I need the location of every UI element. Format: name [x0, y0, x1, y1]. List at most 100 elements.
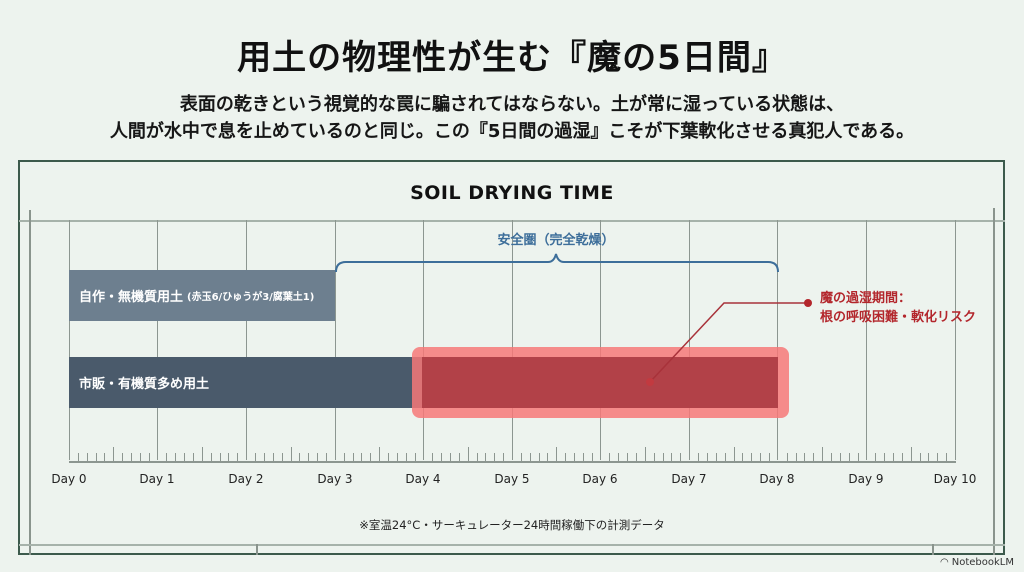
minor-tick	[928, 453, 930, 461]
chart-title: SOIL DRYING TIME	[410, 182, 614, 204]
bar-inorganic-sublabel: (赤玉6/ひゅうが3/腐葉土1)	[187, 292, 315, 303]
minor-tick	[565, 453, 567, 461]
minor-tick	[263, 453, 265, 461]
minor-tick	[184, 453, 186, 461]
minor-tick	[361, 453, 363, 461]
subtitle-line-1: 表面の乾きという視覚的な罠に騙されてはならない。土が常に湿っている状態は、	[179, 94, 845, 115]
minor-tick	[104, 453, 106, 461]
brand-label: NotebookLM	[951, 557, 1014, 568]
minor-tick	[901, 453, 903, 461]
x-axis	[69, 461, 956, 463]
minor-tick	[281, 453, 283, 461]
minor-tick	[467, 447, 469, 461]
grid-line-day-2	[246, 220, 248, 460]
minor-tick	[193, 453, 195, 461]
minor-tick	[627, 453, 629, 461]
minor-tick	[148, 453, 150, 461]
minor-tick	[175, 453, 177, 461]
subtitle-line-2: 人間が水中で息を止めているのと同じ。この『5日間の過湿』こそが下葉軟化させる真犯…	[109, 121, 915, 142]
danger-annotation-line-1: 魔の過湿期間：	[820, 291, 912, 306]
minor-tick	[680, 453, 682, 461]
minor-tick	[219, 453, 221, 461]
notebooklm-logo-icon: ◠	[940, 557, 949, 568]
bottom-divider-left	[256, 544, 258, 555]
minor-tick	[476, 453, 478, 461]
minor-tick	[910, 447, 912, 461]
minor-tick	[547, 453, 549, 461]
minor-tick	[449, 453, 451, 461]
danger-zone-core	[422, 357, 778, 408]
x-tick-label: Day 6	[582, 472, 618, 486]
minor-tick	[432, 453, 434, 461]
minor-tick	[795, 453, 797, 461]
minor-tick	[370, 453, 372, 461]
minor-tick	[131, 453, 133, 461]
minor-tick	[804, 453, 806, 461]
minor-tick	[237, 453, 239, 461]
minor-tick	[317, 453, 319, 461]
x-tick-label: Day 5	[494, 472, 530, 486]
minor-tick	[919, 453, 921, 461]
minor-tick	[299, 453, 301, 461]
minor-tick	[724, 453, 726, 461]
right-inner-rule	[993, 208, 995, 555]
grid-line-day-5	[512, 220, 514, 460]
brand-watermark: ◠ NotebookLM	[940, 557, 1014, 568]
left-inner-rule	[29, 210, 31, 555]
bottom-divider-right	[932, 544, 934, 555]
minor-tick	[494, 453, 496, 461]
x-tick-label: Day 7	[671, 472, 707, 486]
minor-tick	[520, 453, 522, 461]
minor-tick	[538, 453, 540, 461]
x-tick-label: Day 2	[228, 472, 264, 486]
grid-line-day-6	[600, 220, 602, 460]
minor-tick	[830, 453, 832, 461]
minor-tick	[272, 453, 274, 461]
minor-tick	[706, 453, 708, 461]
minor-tick	[343, 453, 345, 461]
grid-line-day-9	[866, 220, 868, 460]
bottom-inner-rule	[19, 544, 1005, 546]
minor-tick	[742, 453, 744, 461]
page-title: 用土の物理性が生む『魔の5日間』	[237, 38, 787, 78]
minor-tick	[582, 453, 584, 461]
minor-tick	[414, 453, 416, 461]
grid-line-day-1	[157, 220, 159, 460]
minor-tick	[662, 453, 664, 461]
grid-line-day-8	[777, 220, 779, 460]
minor-tick	[122, 453, 124, 461]
minor-tick	[946, 453, 948, 461]
minor-tick	[86, 453, 88, 461]
minor-tick	[529, 453, 531, 461]
minor-tick	[937, 453, 939, 461]
measurement-footnote: ※室温24°C・サーキュレーター24時間稼働下の計測データ	[359, 518, 665, 532]
minor-tick	[884, 453, 886, 461]
minor-tick	[503, 453, 505, 461]
bar-organic-label: 市販・有機質多め用土	[79, 377, 210, 392]
grid-line-day-3	[335, 220, 337, 460]
safe-zone-label: 安全圏（完全乾燥）	[497, 233, 615, 248]
minor-tick	[95, 453, 97, 461]
chart-frame	[18, 160, 1005, 555]
grid-line-day-4	[423, 220, 425, 460]
minor-tick	[228, 453, 230, 461]
minor-tick	[77, 453, 79, 461]
minor-tick	[848, 453, 850, 461]
minor-tick	[485, 453, 487, 461]
x-tick-label: Day 0	[51, 472, 87, 486]
minor-tick	[405, 453, 407, 461]
minor-tick	[308, 453, 310, 461]
minor-tick	[813, 453, 815, 461]
minor-tick	[387, 453, 389, 461]
x-tick-label: Day 4	[405, 472, 441, 486]
minor-tick	[201, 447, 203, 461]
danger-annotation-line-2: 根の呼吸困難・軟化リスク	[820, 310, 977, 325]
minor-tick	[379, 447, 381, 461]
minor-tick	[113, 447, 115, 461]
minor-tick	[290, 447, 292, 461]
x-tick-label: Day 3	[317, 472, 353, 486]
minor-tick	[574, 453, 576, 461]
minor-tick	[822, 447, 824, 461]
